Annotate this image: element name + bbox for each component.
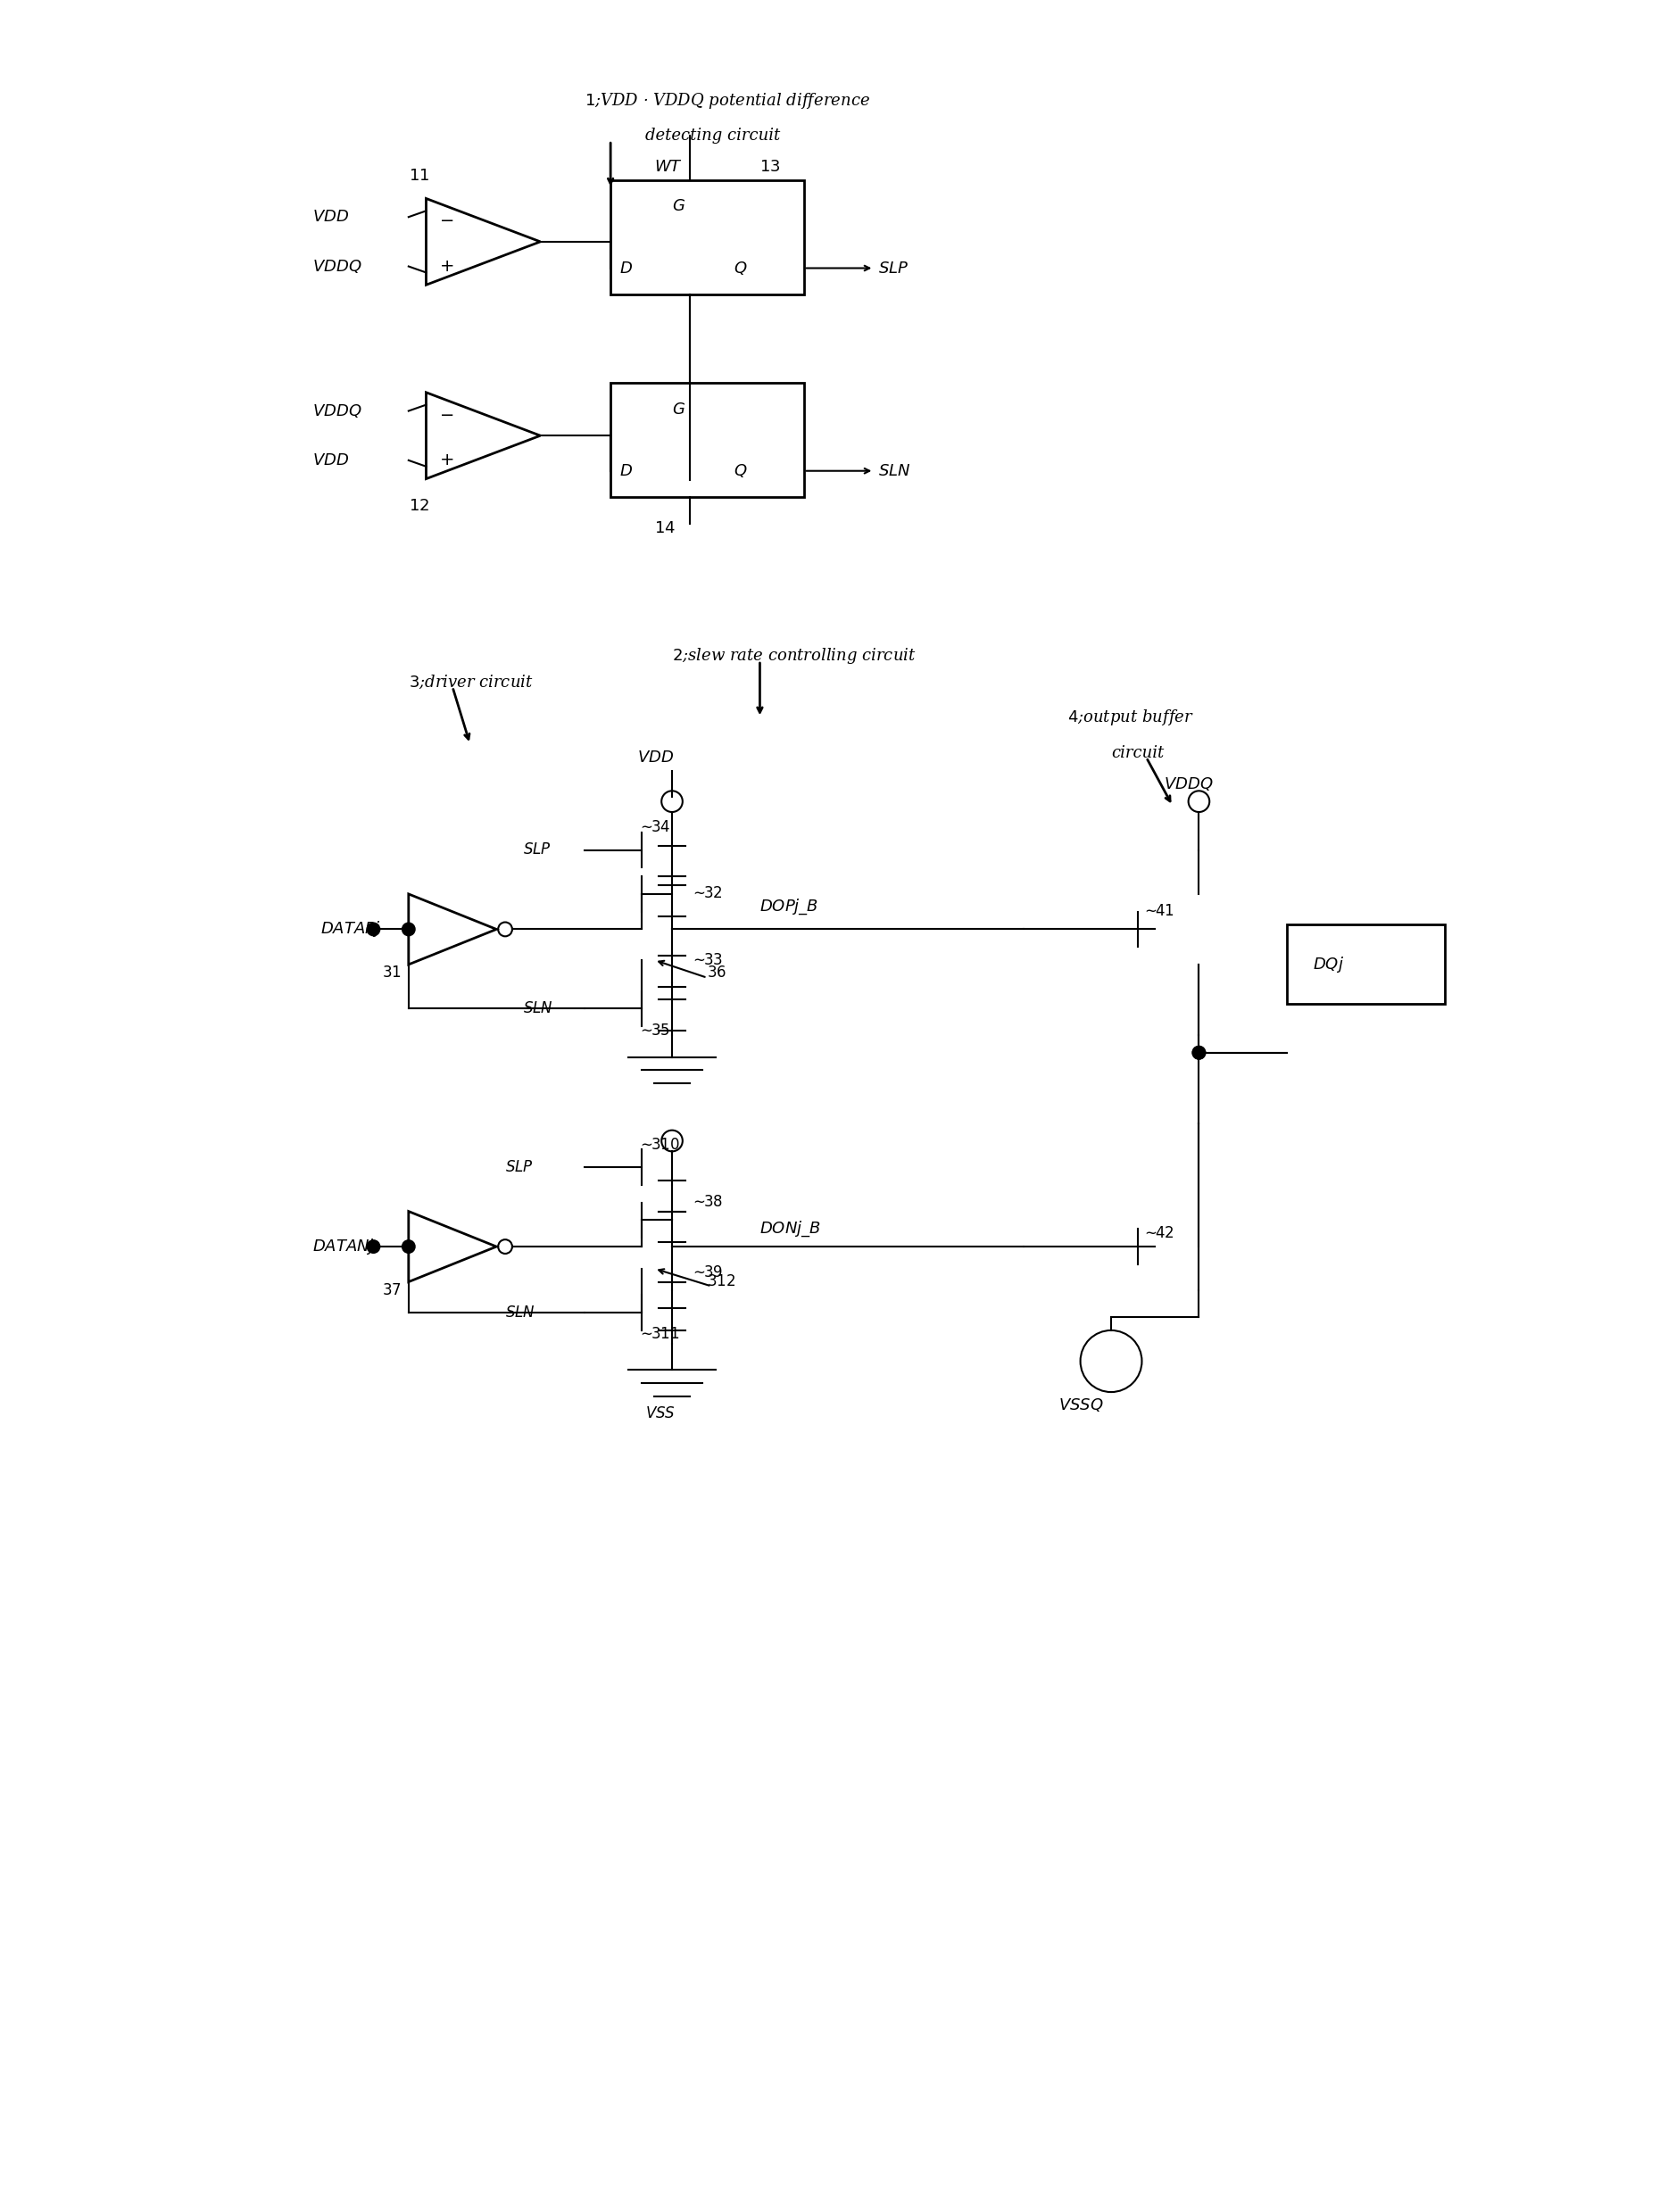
- Circle shape: [402, 922, 414, 936]
- Text: $\sim\!\!39$: $\sim\!\!39$: [689, 1265, 722, 1281]
- Text: $VSS$: $VSS$: [645, 1407, 675, 1422]
- Circle shape: [1193, 1046, 1205, 1060]
- Text: $VDD$: $VDD$: [637, 750, 674, 765]
- Text: $\sim\!\!33$: $\sim\!\!33$: [689, 953, 722, 967]
- Text: $SLP$: $SLP$: [878, 261, 908, 276]
- Text: $D$: $D$: [620, 261, 634, 276]
- Text: $\sim\!\!42$: $\sim\!\!42$: [1141, 1225, 1175, 1241]
- Text: $13$: $13$: [759, 159, 781, 175]
- Text: $36$: $36$: [707, 967, 727, 980]
- Text: $DQj$: $DQj$: [1312, 956, 1344, 973]
- Text: $2$;slew rate controlling circuit: $2$;slew rate controlling circuit: [672, 646, 917, 666]
- Circle shape: [367, 922, 379, 936]
- Text: $WT$: $WT$: [654, 159, 684, 175]
- Text: $D$: $D$: [620, 462, 634, 480]
- Text: $VSSQ$: $VSSQ$: [1059, 1396, 1103, 1413]
- Text: $4$;output buffer: $4$;output buffer: [1068, 708, 1193, 728]
- Text: $Q$: $Q$: [734, 462, 747, 480]
- Circle shape: [367, 1241, 379, 1252]
- Text: $Q$: $Q$: [734, 259, 747, 276]
- Text: $12$: $12$: [409, 498, 429, 513]
- Text: $DOPj\_B$: $DOPj\_B$: [759, 898, 820, 916]
- Text: $1$;VDD · VDDQ potential difference: $1$;VDD · VDDQ potential difference: [585, 91, 870, 111]
- Text: circuit: circuit: [1111, 745, 1165, 761]
- Text: $37$: $37$: [382, 1283, 402, 1298]
- Text: $\sim\!\!32$: $\sim\!\!32$: [689, 887, 722, 902]
- Text: $VDD$: $VDD$: [312, 208, 349, 226]
- Text: $312$: $312$: [707, 1274, 736, 1290]
- Text: $\sim\!\!34$: $\sim\!\!34$: [637, 821, 670, 836]
- Circle shape: [402, 1241, 414, 1252]
- Text: $31$: $31$: [382, 967, 402, 980]
- Text: $\sim\!\!41$: $\sim\!\!41$: [1141, 905, 1175, 920]
- Text: $14$: $14$: [654, 520, 675, 535]
- Text: $11$: $11$: [409, 168, 429, 184]
- Bar: [1287, 925, 1445, 1004]
- Text: $DATANj$: $DATANj$: [312, 1237, 374, 1256]
- Text: $VDDQ$: $VDDQ$: [312, 259, 362, 274]
- Text: $VDD$: $VDD$: [312, 451, 349, 469]
- Text: $3$;driver circuit: $3$;driver circuit: [409, 675, 533, 690]
- Text: $SLN$: $SLN$: [523, 1002, 553, 1015]
- Text: $\sim\!\!35$: $\sim\!\!35$: [637, 1022, 670, 1037]
- Text: $VDDQ$: $VDDQ$: [1163, 776, 1213, 792]
- Text: $\sim\!\!311$: $\sim\!\!311$: [637, 1327, 679, 1343]
- Text: $+$: $+$: [439, 259, 454, 274]
- Circle shape: [1193, 1046, 1205, 1060]
- Text: $DATAPj$: $DATAPj$: [320, 920, 380, 940]
- Text: $-$: $-$: [439, 405, 454, 422]
- Text: $SLP$: $SLP$: [523, 843, 551, 858]
- Text: $G$: $G$: [672, 199, 685, 215]
- Text: $SLP$: $SLP$: [504, 1159, 533, 1175]
- Text: $-$: $-$: [439, 212, 454, 228]
- Text: $DONj\_B$: $DONj\_B$: [759, 1219, 821, 1239]
- Text: $\sim\!\!310$: $\sim\!\!310$: [637, 1137, 679, 1152]
- Text: $+$: $+$: [439, 451, 454, 469]
- Text: $G$: $G$: [672, 400, 685, 418]
- Text: detecting circuit: detecting circuit: [645, 128, 781, 144]
- Bar: [610, 383, 804, 498]
- Text: $VDDQ$: $VDDQ$: [312, 403, 362, 420]
- Text: $SLN$: $SLN$: [504, 1305, 535, 1321]
- Text: $SLN$: $SLN$: [878, 462, 912, 480]
- Text: $\sim\!\!38$: $\sim\!\!38$: [689, 1194, 722, 1210]
- Bar: [610, 179, 804, 294]
